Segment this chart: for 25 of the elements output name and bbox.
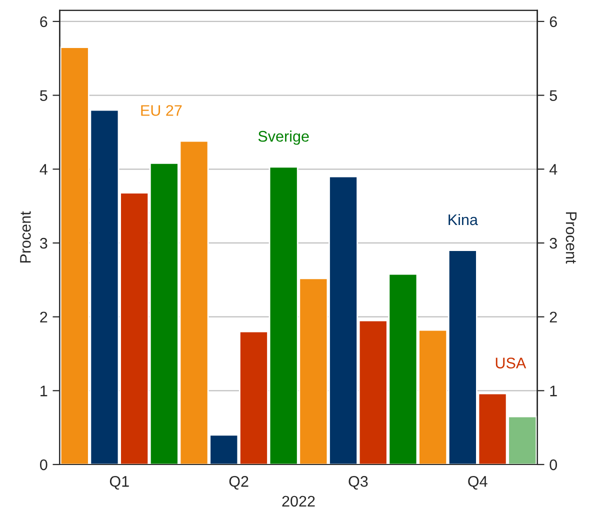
y2-tick-label: 2 [550, 312, 557, 322]
y-axis-title: Procent [20, 211, 31, 263]
y2-tick-label: 1 [550, 386, 557, 396]
y-tick-label: 5 [40, 90, 48, 101]
y-tick-label: 3 [40, 238, 48, 249]
x-axis-title: 2022 [282, 496, 315, 507]
y-tick-label: 0 [40, 459, 48, 470]
series-label: EU 27 [141, 105, 182, 116]
x-tick-label: Q2 [229, 476, 248, 490]
y-tick-label: 6 [40, 16, 48, 28]
x-tick-label: Q3 [348, 476, 368, 490]
series-label: Sverige [258, 130, 309, 145]
series-label: USA [496, 358, 526, 368]
series-label: Kina [448, 214, 478, 226]
y2-axis-title: Procent [566, 212, 576, 264]
y-tick-label: 4 [40, 164, 48, 175]
x-tick-label: Q1 [110, 476, 129, 490]
y2-tick-label: 6 [550, 16, 557, 28]
y-tick-label: 2 [40, 312, 48, 322]
y2-tick-label: 5 [550, 90, 557, 101]
y2-tick-label: 0 [550, 459, 558, 470]
y2-tick-label: 4 [549, 164, 558, 175]
y2-tick-label: 3 [550, 238, 557, 249]
x-tick-label: Q4 [468, 476, 488, 490]
y-tick-label: 1 [40, 386, 48, 396]
